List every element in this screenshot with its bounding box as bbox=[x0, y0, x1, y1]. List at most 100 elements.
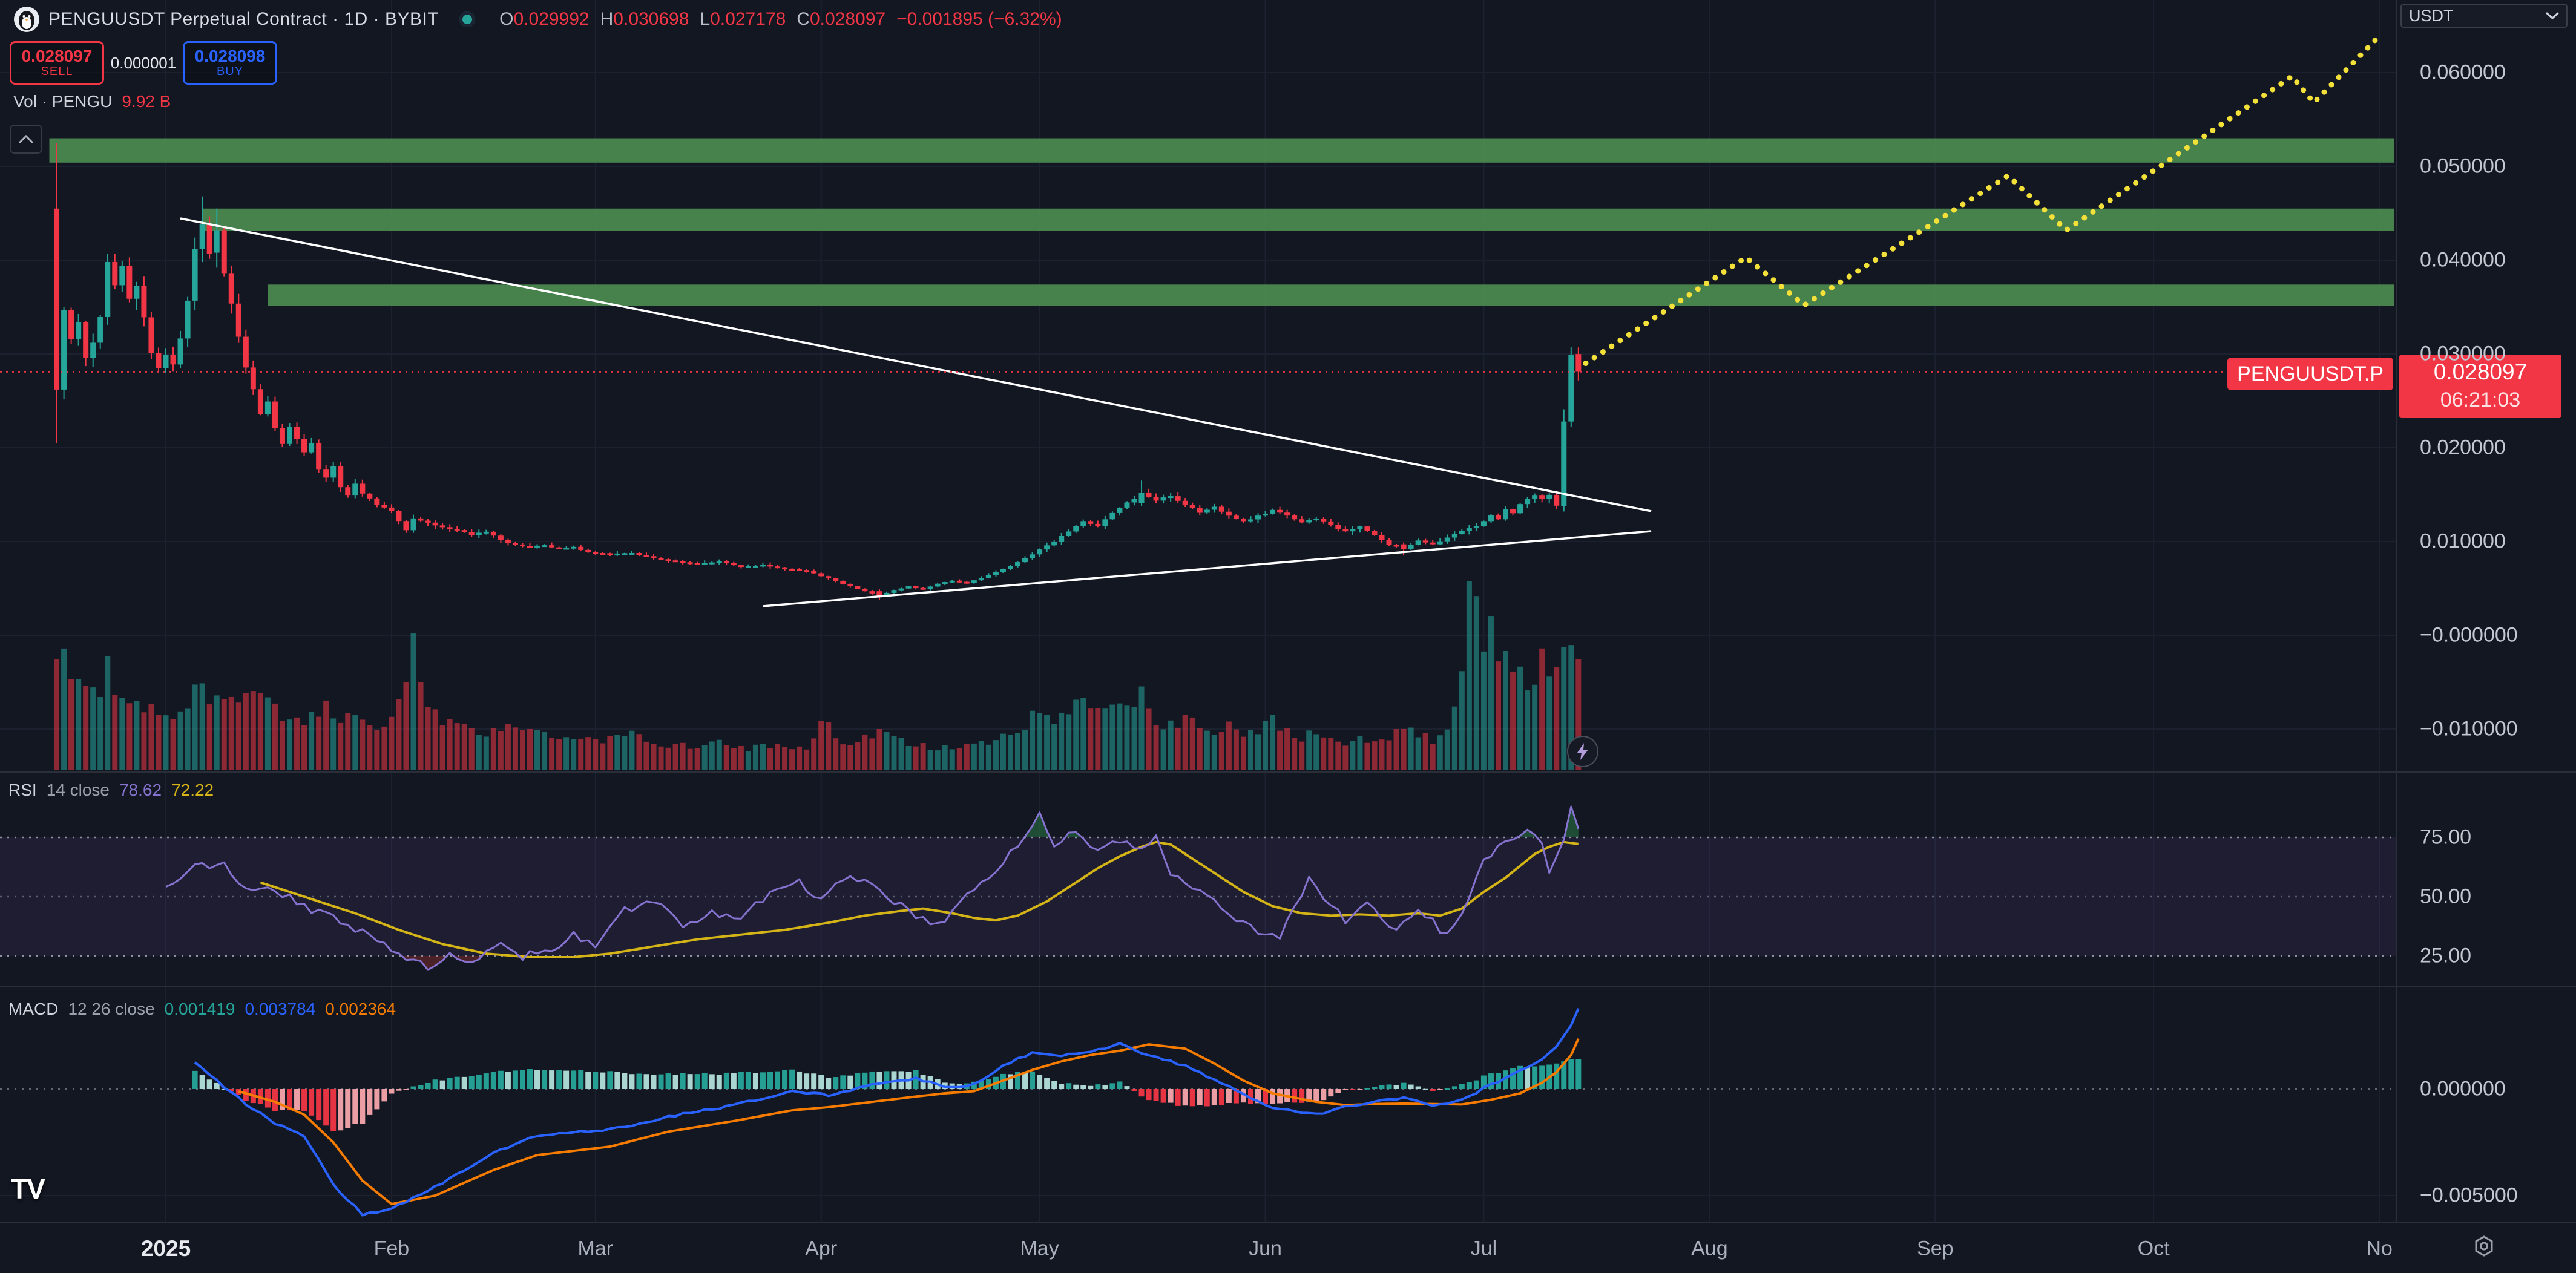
time-tick-No: No bbox=[2366, 1237, 2393, 1260]
rsi-overbought-fill bbox=[1024, 812, 1050, 837]
volume-bar bbox=[665, 747, 671, 770]
volume-bar bbox=[1255, 734, 1261, 770]
candle-body bbox=[1299, 519, 1305, 523]
macd-histogram-bar bbox=[330, 1089, 337, 1131]
time-axis[interactable]: 2025 Feb Mar Apr May Jun Jul Aug Sep Oct No bbox=[0, 1222, 2576, 1273]
volume-bar bbox=[381, 726, 387, 770]
volume-bar bbox=[1080, 698, 1086, 770]
buy-button[interactable]: 0.028098 BUY bbox=[183, 41, 277, 85]
volume-bar bbox=[119, 698, 125, 770]
volume-bar bbox=[61, 648, 67, 770]
volume-bar bbox=[68, 679, 74, 770]
time-tick-Jun: Jun bbox=[1249, 1237, 1282, 1260]
sell-button[interactable]: 0.028097 SELL bbox=[10, 41, 104, 85]
macd-histogram-bar bbox=[1066, 1083, 1072, 1089]
rsi-legend[interactable]: RSI 14 close 78.62 72.22 bbox=[8, 780, 214, 800]
macd-histogram-bar bbox=[1233, 1089, 1239, 1104]
volume-bar bbox=[1284, 728, 1290, 770]
macd-histogram-bar bbox=[578, 1070, 584, 1089]
candle-body bbox=[156, 353, 162, 368]
tradingview-logo[interactable]: TV bbox=[11, 1173, 45, 1205]
macd-histogram-bar bbox=[913, 1070, 919, 1089]
volume-bar bbox=[1350, 741, 1356, 770]
macd-histogram-bar bbox=[658, 1074, 664, 1089]
volume-bar bbox=[775, 744, 781, 770]
low-label: L bbox=[700, 9, 711, 29]
volume-bar bbox=[425, 707, 431, 770]
candle-body bbox=[1415, 540, 1421, 545]
gridlines bbox=[0, 0, 2397, 1222]
macd-histogram-bar bbox=[614, 1072, 620, 1089]
candle-body bbox=[1335, 525, 1341, 529]
low-value: 0.027178 bbox=[710, 9, 786, 29]
rsi-overbought-fill bbox=[1517, 830, 1537, 837]
volume-bar bbox=[345, 713, 351, 770]
bar-countdown: 06:21:03 bbox=[2440, 388, 2521, 412]
candle-body bbox=[323, 469, 329, 478]
macd-histogram-bar bbox=[1401, 1082, 1407, 1089]
candle-body bbox=[1350, 529, 1356, 532]
candle-body bbox=[789, 569, 795, 571]
current-price: 0.028097 bbox=[2433, 359, 2528, 385]
candle-body bbox=[1480, 521, 1487, 526]
macd-histogram-bar bbox=[672, 1075, 678, 1089]
macd-histogram-bar bbox=[316, 1089, 322, 1121]
candle-body bbox=[1444, 537, 1450, 542]
macd-histogram-bar bbox=[1189, 1089, 1195, 1107]
volume-bar bbox=[243, 693, 249, 770]
volume-bar bbox=[680, 742, 686, 770]
macd-histogram-bar bbox=[1525, 1067, 1531, 1089]
volume-bar bbox=[556, 739, 562, 770]
macd-histogram-bar bbox=[556, 1070, 562, 1089]
candle-body bbox=[54, 208, 60, 390]
macd-histogram-bar bbox=[1568, 1059, 1574, 1089]
macd-histogram-bar bbox=[454, 1076, 460, 1089]
timezone-settings-button[interactable] bbox=[2469, 1232, 2499, 1261]
rsi-pane bbox=[0, 805, 2397, 971]
macd-params: 12 26 close bbox=[68, 1000, 155, 1018]
volume-bar bbox=[1415, 737, 1421, 770]
candle-body bbox=[1437, 541, 1443, 545]
currency-selector[interactable]: USDT bbox=[2400, 4, 2568, 28]
candle-body bbox=[490, 531, 496, 536]
volume-bar bbox=[177, 711, 183, 770]
macd-tick-label: 0.000000 bbox=[2420, 1077, 2506, 1101]
candle-body bbox=[542, 545, 548, 548]
candle-body bbox=[658, 558, 664, 560]
volume-bar bbox=[1263, 721, 1269, 770]
volume-legend[interactable]: Vol · PENGU 9.92 B bbox=[13, 92, 171, 111]
volume-bar bbox=[490, 728, 496, 770]
macd-histogram-bar bbox=[884, 1071, 890, 1089]
macd-histogram-bar bbox=[374, 1089, 380, 1110]
candle-body bbox=[1510, 509, 1516, 514]
collapse-legend-button[interactable] bbox=[10, 125, 42, 154]
candle-body bbox=[221, 230, 227, 274]
volume-bar bbox=[1022, 730, 1028, 770]
quick-trade-lightning-button[interactable] bbox=[1567, 736, 1598, 767]
volume-bar bbox=[519, 730, 525, 770]
volume-bar bbox=[913, 746, 919, 770]
macd-legend[interactable]: MACD 12 26 close 0.001419 0.003784 0.002… bbox=[8, 1000, 396, 1019]
volume-bar bbox=[884, 732, 890, 770]
candle-body bbox=[1044, 545, 1050, 550]
candle-body bbox=[949, 580, 955, 583]
volume-bar bbox=[83, 686, 89, 770]
macd-histogram-bar bbox=[418, 1085, 424, 1089]
candle-body bbox=[1153, 497, 1159, 501]
lightning-icon bbox=[1577, 743, 1588, 760]
macd-histogram-bar bbox=[345, 1089, 351, 1128]
candle-body bbox=[468, 532, 475, 535]
volume-bar bbox=[170, 719, 176, 770]
symbol-title[interactable]: PENGUUSDT Perpetual Contract · 1D · BYBI… bbox=[48, 9, 439, 29]
trade-widget: 0.028097 SELL 0.000001 0.028098 BUY bbox=[10, 41, 277, 85]
candle-body bbox=[1473, 526, 1479, 529]
volume-bar bbox=[855, 742, 861, 770]
candle-body bbox=[447, 527, 453, 529]
volume-bar bbox=[1495, 661, 1501, 770]
macd-histogram-bar bbox=[971, 1081, 977, 1089]
price-axis[interactable]: USDT 0.028097 06:21:03 0.060000 0.050000 0… bbox=[2397, 0, 2576, 1273]
rsi-tick-label: 50.00 bbox=[2420, 885, 2472, 908]
volume-bar bbox=[1480, 651, 1487, 770]
macd-histogram-bar bbox=[1015, 1072, 1021, 1089]
